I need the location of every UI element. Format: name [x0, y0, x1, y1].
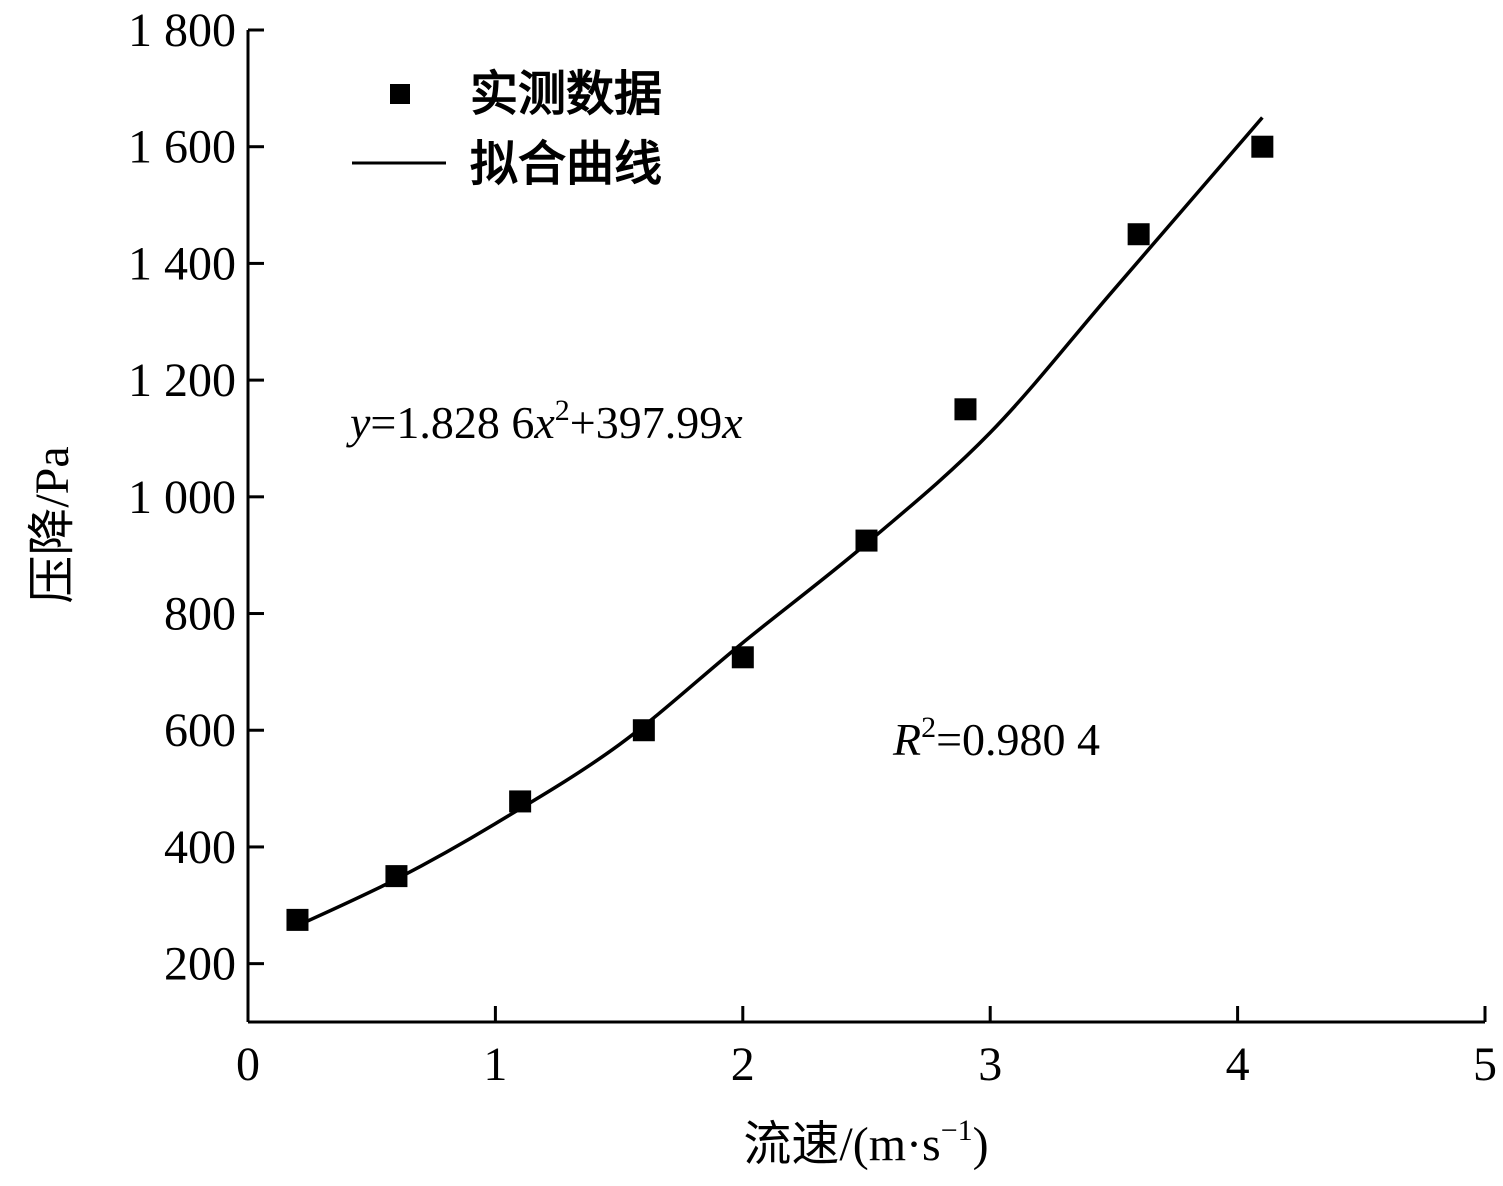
legend-label-measured: 实测数据: [470, 68, 662, 121]
r2-sup: 2: [921, 711, 936, 744]
y-tick-label: 200: [164, 938, 236, 991]
y-tick-label: 600: [164, 704, 236, 757]
data-point: [1127, 223, 1150, 246]
y-tick-label: 1 400: [128, 237, 236, 290]
x-tick-label: 0: [236, 1038, 260, 1091]
x-tick-label: 4: [1226, 1038, 1250, 1091]
eq-sup: 2: [555, 394, 570, 427]
data-point: [509, 790, 532, 813]
fit-curve-layer: [296, 116, 1264, 928]
eq-x1: x: [533, 397, 555, 448]
fit-curve: [296, 116, 1264, 928]
r-squared: R2=0.980 4: [892, 711, 1100, 765]
y-axis-title: 压降/Pa: [26, 446, 79, 603]
eq-y: y: [346, 397, 371, 448]
eq-part2: +397.99: [570, 397, 722, 448]
x-axis-title-close: ): [973, 1118, 989, 1171]
data-point: [855, 529, 878, 552]
r2-r: R: [892, 714, 921, 765]
legend: 实测数据 拟合曲线: [352, 68, 662, 191]
tick-labels: 0 1 2 3 4 5 200 400 600 800 1 000 1 200 1 400 1 600 1 …: [128, 4, 1497, 1091]
y-tick-label: 800: [164, 588, 236, 641]
y-tick-label: 400: [164, 821, 236, 874]
legend-label-fit: 拟合曲线: [470, 138, 662, 191]
data-point: [286, 908, 309, 931]
legend-marker-measured: [390, 84, 410, 104]
eq-x2: x: [721, 397, 743, 448]
data-point: [954, 398, 977, 421]
eq-part1: =1.828 6: [370, 397, 534, 448]
axes: [246, 28, 1487, 1024]
data-point: [1251, 135, 1274, 158]
x-tick-label: 5: [1473, 1038, 1497, 1091]
x-axis-title-main: 流速/(m·s: [743, 1118, 940, 1171]
x-axis-title-sup: −1: [941, 1114, 973, 1147]
y-tick-label: 1 000: [128, 471, 236, 524]
x-tick-label: 3: [978, 1038, 1002, 1091]
x-axis-title: 流速/(m·s−1): [743, 1114, 988, 1171]
r2-value: =0.980 4: [936, 714, 1100, 765]
data-point: [385, 865, 408, 888]
y-tick-label: 1 200: [128, 354, 236, 407]
data-point: [731, 646, 754, 669]
y-tick-label: 1 600: [128, 121, 236, 174]
data-point: [632, 719, 655, 742]
x-tick-label: 1: [483, 1038, 507, 1091]
y-tick-label: 1 800: [128, 4, 236, 57]
x-tick-label: 2: [731, 1038, 755, 1091]
fit-equation: y=1.828 6x2+397.99x: [346, 394, 743, 448]
data-points-layer: [286, 135, 1274, 931]
